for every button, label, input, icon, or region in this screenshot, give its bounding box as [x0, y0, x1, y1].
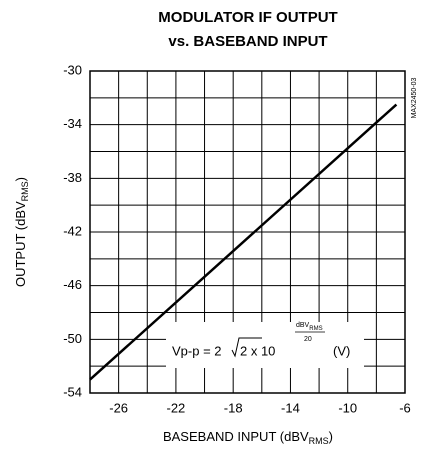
chart-title: MODULATOR IF OUTPUT [158, 9, 337, 26]
annotation-text: 2 x 10 [240, 343, 275, 358]
x-tick-label: -14 [281, 400, 300, 415]
x-tick-label: -26 [109, 400, 128, 415]
sqrt-sign [231, 337, 262, 358]
x-axis-label-part: BASEBAND INPUT (dBV [163, 429, 309, 444]
annotation-text: Vp-p = 2 [172, 343, 222, 358]
x-tick-label: -6 [399, 400, 411, 415]
x-tick-label: -22 [167, 400, 186, 415]
y-tick-label: -50 [63, 331, 82, 346]
y-tick-label: -46 [63, 277, 82, 292]
x-tick-label: -10 [338, 400, 357, 415]
annotation-box [166, 322, 364, 368]
y-axis-label: OUTPUT (dBVRMS) [13, 177, 30, 287]
annotation-text: 20 [304, 336, 312, 343]
marks [89, 103, 398, 381]
annotation-text: dBVRMS [296, 322, 323, 332]
data-line [89, 103, 398, 381]
y-tick-label: -38 [63, 170, 82, 185]
y-axis-label-part: RMS [20, 181, 30, 201]
y-axis-label-part: OUTPUT (dBV [13, 201, 28, 287]
y-tick-label: -42 [63, 223, 82, 238]
plot-frame [89, 70, 406, 394]
y-tick-label: -34 [63, 116, 82, 131]
x-axis-label-part: ) [329, 429, 333, 444]
x-tick-label: -18 [224, 400, 243, 415]
x-axis-label: BASEBAND INPUT (dBVRMS) [163, 429, 333, 446]
annotation-part: RMS [309, 326, 322, 332]
annotation-part: dBV [296, 322, 310, 329]
y-axis-label-part: ) [13, 177, 28, 181]
y-tick-label: -30 [63, 62, 82, 77]
y-tick-label: -54 [63, 384, 82, 399]
annotation-text: (V) [333, 343, 350, 358]
annotation: Vp-p = 2 2 x 10 dBVRMS 20 (V) [166, 322, 364, 368]
chart-title: vs. BASEBAND INPUT [168, 33, 327, 50]
x-axis-label-part: RMS [309, 436, 329, 446]
side-label: MAX2450-03 [411, 77, 418, 118]
